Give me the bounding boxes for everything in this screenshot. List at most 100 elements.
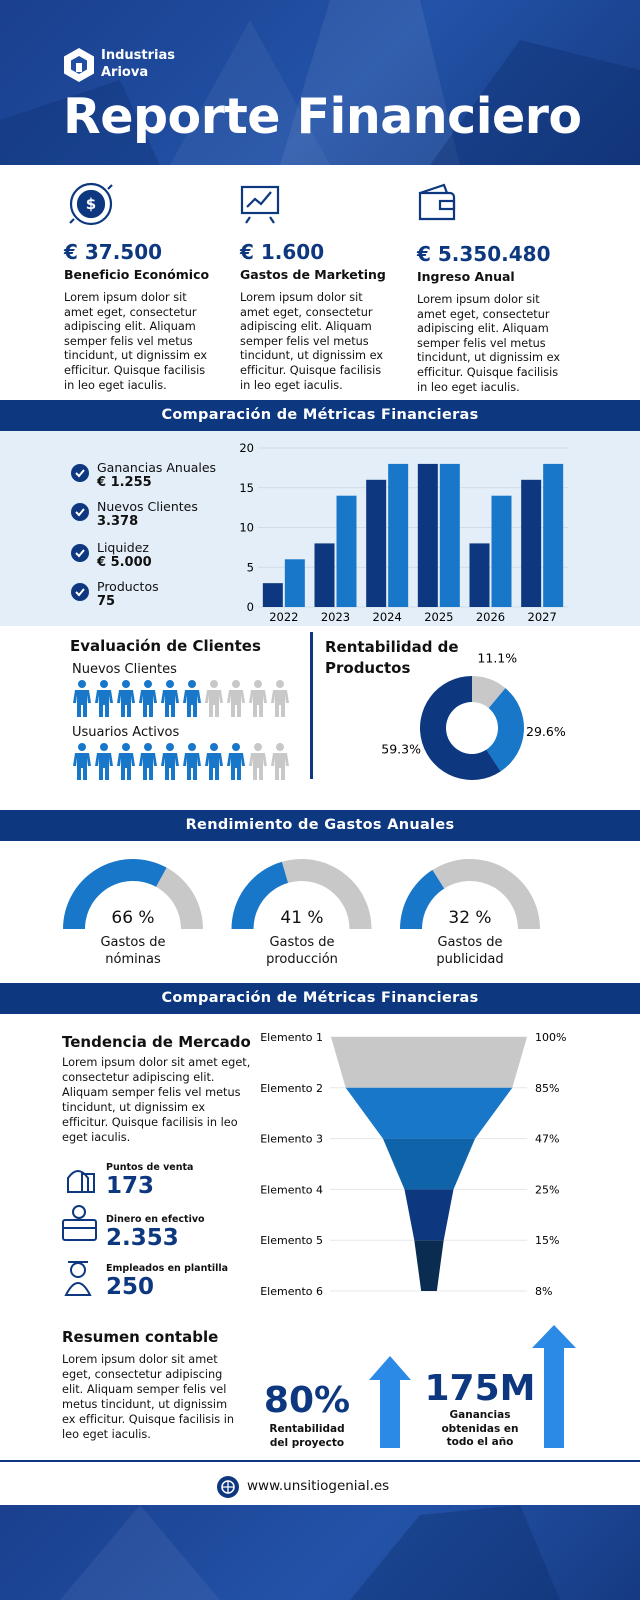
gauge-charts bbox=[63, 859, 540, 929]
bar bbox=[543, 463, 564, 607]
globe-icon bbox=[217, 1476, 239, 1498]
kpi-text: Lorem ipsum dolor sit amet eget, consect… bbox=[417, 293, 561, 394]
section-heading: Evaluación de Clientes bbox=[70, 637, 261, 655]
funnel-segment bbox=[414, 1240, 444, 1291]
metric-item: Nuevos Clientes 3.378 bbox=[97, 500, 198, 530]
row-label: Usuarios Activos bbox=[72, 725, 180, 740]
divider bbox=[310, 632, 313, 779]
x-tick-label: 2024 bbox=[373, 610, 402, 624]
metric-value: € 5.000 bbox=[97, 555, 152, 570]
person-icon bbox=[271, 680, 289, 717]
gauge-value: 32 % bbox=[448, 908, 492, 928]
metric-item: Productos 75 bbox=[97, 579, 159, 610]
person-icon bbox=[271, 743, 289, 780]
funnel-category: Elemento 6 bbox=[260, 1285, 323, 1298]
funnel-value-label: 15% bbox=[535, 1234, 559, 1247]
kpi-label: Ingreso Anual bbox=[417, 269, 515, 284]
person-icon bbox=[183, 743, 201, 780]
bar bbox=[314, 543, 335, 607]
person-icon bbox=[117, 743, 135, 780]
y-tick-label: 5 bbox=[247, 560, 254, 574]
header-background bbox=[0, 0, 640, 165]
paragraph: Lorem ipsum dolor sit amet eget, consect… bbox=[62, 1353, 235, 1441]
person-icon bbox=[95, 743, 113, 780]
gauge-label: Gastos de producción bbox=[266, 935, 338, 967]
metric-label: Ganancias Anuales bbox=[97, 460, 217, 475]
kpi-label: Beneficio Económico bbox=[64, 267, 210, 282]
metric-label: Liquidez bbox=[97, 540, 149, 555]
gauge-arc bbox=[281, 859, 372, 929]
funnel-value-label: 47% bbox=[535, 1133, 559, 1146]
section-title: Comparación de Métricas Financieras bbox=[0, 400, 640, 431]
stat: Empleados en plantilla 250 bbox=[106, 1263, 228, 1300]
footer-rule bbox=[0, 1460, 640, 1462]
y-tick-label: 0 bbox=[247, 600, 254, 614]
paragraph: Lorem ipsum dolor sit amet eget, consect… bbox=[62, 1056, 251, 1144]
stat-value: 173 bbox=[106, 1173, 155, 1199]
y-tick-label: 20 bbox=[239, 441, 254, 455]
kpi-icons: $ bbox=[69, 182, 456, 226]
section-heading: Tendencia de Mercado bbox=[62, 1033, 251, 1051]
person-icon bbox=[117, 680, 135, 717]
person-icon bbox=[73, 743, 91, 780]
metric-label: Productos bbox=[97, 579, 159, 594]
kpi: € 5.350.480 Ingreso Anual Lorem ipsum do… bbox=[417, 242, 569, 395]
bar bbox=[336, 495, 357, 607]
bar bbox=[469, 543, 490, 607]
person-icon bbox=[73, 680, 91, 717]
stat-label: Dinero en efectivo bbox=[106, 1214, 205, 1225]
stat: Dinero en efectivo 2.353 bbox=[106, 1214, 205, 1251]
funnel-value-label: 25% bbox=[535, 1183, 559, 1196]
stat-value: 250 bbox=[106, 1274, 155, 1300]
person-icon bbox=[205, 680, 223, 717]
summary-label: Rentabilidad del proyecto bbox=[269, 1423, 345, 1449]
gauge-label: Gastos de publicidad bbox=[436, 935, 504, 967]
stat-icons bbox=[62, 1170, 97, 1296]
x-tick-label: 2027 bbox=[528, 610, 557, 624]
title: Reporte Financiero bbox=[63, 88, 582, 145]
brand: Industrias Ariova bbox=[101, 47, 175, 81]
bar bbox=[491, 495, 512, 607]
funnel-segment bbox=[382, 1138, 476, 1190]
summary-label: Ganancias obtenidas en todo el año bbox=[441, 1409, 519, 1448]
footer-background bbox=[60, 1505, 560, 1600]
kpi: € 1.600 Gastos de Marketing Lorem ipsum … bbox=[240, 240, 392, 393]
kpi-value: € 5.350.480 bbox=[417, 242, 551, 266]
kpi-value: € 1.600 bbox=[240, 240, 325, 264]
brand-line: Ariova bbox=[101, 65, 149, 80]
summary-value: 80% bbox=[263, 1380, 351, 1421]
funnel-segment bbox=[345, 1087, 513, 1139]
y-tick-label: 15 bbox=[239, 481, 254, 495]
brand-line: Industrias bbox=[101, 48, 175, 63]
summary-value: 175M bbox=[424, 1368, 536, 1409]
funnel-category: Elemento 1 bbox=[260, 1031, 323, 1044]
funnel-segment bbox=[404, 1189, 454, 1241]
funnel-category: Elemento 4 bbox=[260, 1183, 323, 1196]
person-icon bbox=[227, 680, 245, 717]
kpi-label: Gastos de Marketing bbox=[240, 267, 386, 282]
slice-label: 29.6% bbox=[526, 724, 566, 739]
funnel-value-label: 8% bbox=[535, 1285, 552, 1298]
section-heading: Rentabilidad de Productos bbox=[325, 638, 459, 677]
kpi-text: Lorem ipsum dolor sit amet eget, consect… bbox=[64, 291, 208, 392]
header: Industrias Ariova Reporte Financiero bbox=[0, 0, 640, 165]
metric-value: 75 bbox=[97, 594, 116, 609]
person-icon bbox=[161, 743, 179, 780]
metric-value: 3.378 bbox=[97, 514, 139, 529]
funnel-category: Elemento 5 bbox=[260, 1234, 323, 1247]
donut-chart: 11.1% 29.6% 59.3% bbox=[381, 650, 566, 780]
stat-value: 2.353 bbox=[106, 1225, 179, 1251]
check-icons bbox=[71, 464, 89, 601]
x-tick-label: 2025 bbox=[424, 610, 453, 624]
person-icon bbox=[205, 743, 223, 780]
person-icon bbox=[95, 680, 113, 717]
bar-chart: 0 5 10 15 20 2022 2023 2024 2025 2026 2027 bbox=[239, 441, 568, 624]
stat-label: Empleados en plantilla bbox=[106, 1263, 229, 1274]
gauge-value: 41 % bbox=[280, 908, 324, 928]
person-icon bbox=[161, 680, 179, 717]
bar bbox=[521, 479, 542, 607]
bar bbox=[388, 463, 409, 607]
stat-label: Puntos de venta bbox=[106, 1162, 194, 1173]
x-tick-label: 2022 bbox=[269, 610, 298, 624]
